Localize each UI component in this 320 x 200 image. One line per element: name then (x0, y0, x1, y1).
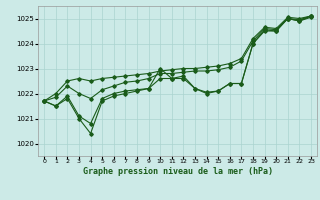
X-axis label: Graphe pression niveau de la mer (hPa): Graphe pression niveau de la mer (hPa) (83, 167, 273, 176)
